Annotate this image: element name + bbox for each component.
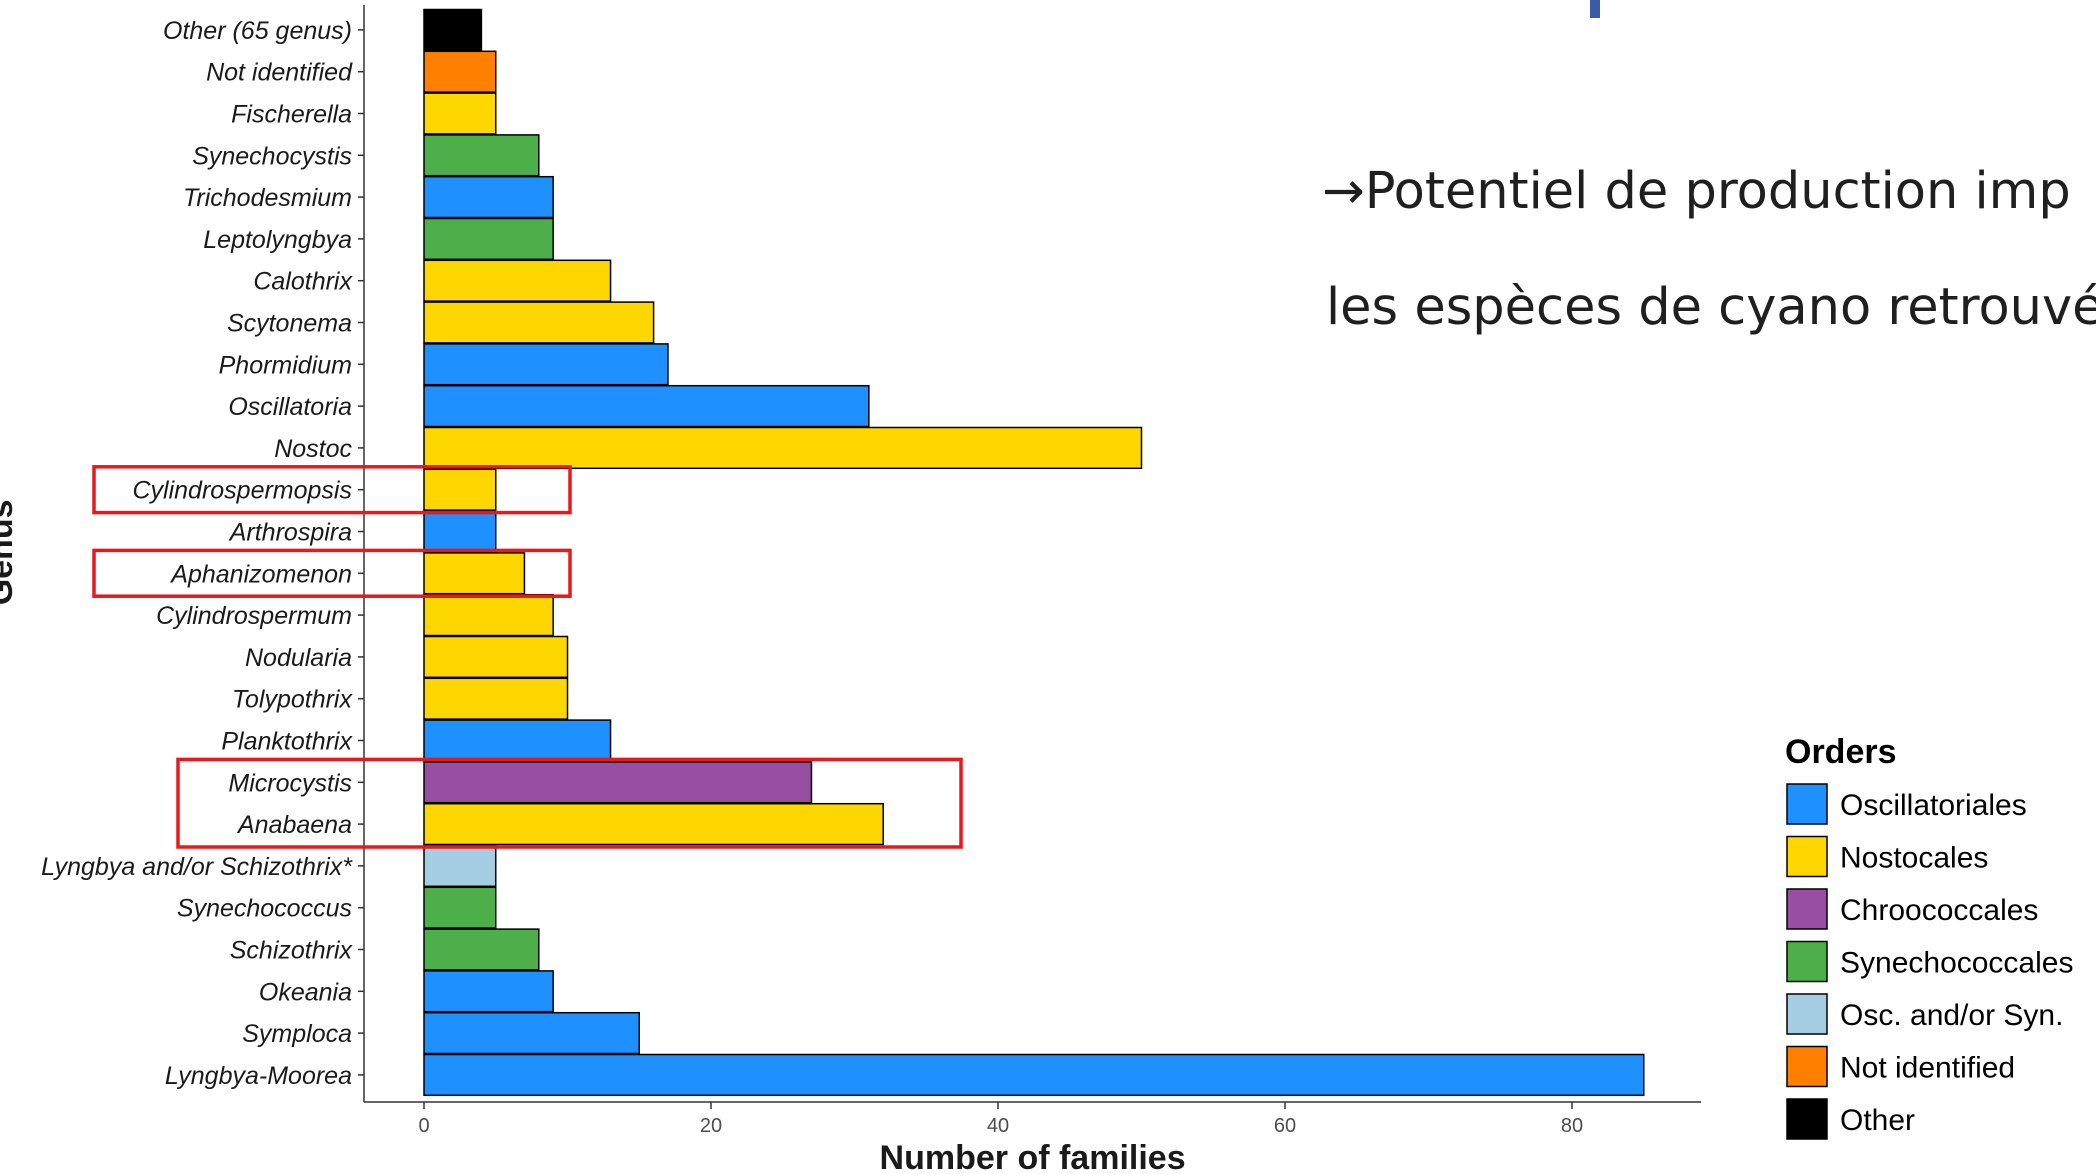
highlight-box: [176, 757, 963, 849]
y-tick-label: Aphanizomenon: [169, 560, 352, 588]
bar-other-65-genus-: [423, 8, 483, 52]
y-tick-label: Tolypothrix: [232, 686, 353, 714]
bar-calothrix: [423, 259, 612, 302]
x-tick-label: 60: [1274, 1115, 1296, 1137]
y-tick-label: Planktothrix: [221, 728, 353, 756]
bar-oscillatoria: [423, 384, 870, 428]
y-tick-label: Calothrix: [253, 268, 353, 296]
y-tick-label: Okeania: [259, 978, 352, 1006]
y-tick-label: Other (65 genus): [163, 17, 352, 45]
legend-label: Other: [1840, 1104, 1915, 1137]
bar-anabaena: [423, 802, 884, 846]
bar-scytonema: [423, 301, 655, 344]
y-tick-label: Microcystis: [228, 769, 352, 797]
y-tick-label: Nostoc: [274, 435, 352, 463]
bar-arthrospira: [423, 510, 497, 553]
y-tick-label: Arthrospira: [228, 519, 352, 547]
legend-label: Synechococcales: [1840, 947, 2073, 980]
bar-leptolyngbya: [423, 217, 554, 261]
bar-not-identified: [423, 50, 497, 93]
y-tick-label: Synechocystis: [192, 142, 352, 170]
x-tick-label: 20: [700, 1115, 722, 1137]
y-tick-label: Anabaena: [236, 811, 352, 839]
legend-label: Nostocales: [1840, 842, 1988, 875]
axes: [363, 5, 1702, 1103]
bar-planktothrix: [423, 719, 612, 762]
bar-synechococcus: [423, 886, 497, 929]
y-tick-label: Nodularia: [245, 644, 352, 672]
bar-tolypothrix: [423, 677, 569, 720]
y-tick-label: Fischerella: [231, 101, 352, 129]
bar-lyngbya-and-or-schizothrix-: [423, 844, 497, 888]
bar-symploca: [423, 1011, 640, 1055]
y-tick-label: Synechococcus: [177, 895, 352, 923]
y-tick-label: Cylindrospermum: [156, 602, 352, 630]
x-tick-label: 40: [987, 1115, 1009, 1137]
legend-label: Chroococcales: [1840, 894, 2038, 927]
bar-synechocystis: [423, 134, 540, 177]
y-tick-label: Leptolyngbya: [203, 226, 352, 254]
y-tick-label: Phormidium: [219, 351, 352, 379]
bar-aphanizomenon: [423, 552, 526, 595]
y-tick-label: Schizothrix: [230, 937, 354, 965]
x-tick-label: 0: [418, 1115, 429, 1137]
legend-swatch: [1786, 940, 1828, 983]
bar-phormidium: [423, 343, 669, 386]
highlight-box-outlines: [92, 465, 963, 849]
legend-swatch: [1786, 888, 1828, 930]
y-tick-label: Lyngbya-Moorea: [165, 1062, 352, 1090]
slide-text-line-2: les espèces de cyano retrouvé: [1326, 278, 2096, 337]
bar-cylindrospermum: [423, 593, 554, 637]
y-tick-label: Scytonema: [227, 310, 352, 338]
y-tick-label: Oscillatoria: [228, 393, 352, 421]
bar-schizothrix: [423, 928, 540, 971]
legend-title: Orders: [1785, 733, 1897, 771]
title-accent-bar: [1590, 0, 1600, 18]
bars: [423, 8, 1645, 1097]
slide-text-line-1: →Potentiel de production imp: [1322, 162, 2071, 221]
legend-swatch: [1786, 993, 1828, 1035]
bar-cylindrospermopsis: [423, 468, 497, 511]
legend-swatch: [1786, 835, 1828, 878]
legend: Orders Oscillatoriales Nostocales Chroococ…: [1785, 733, 2073, 1140]
x-axis-ticks: 0 20 40 60 80: [418, 1102, 1583, 1137]
y-tick-label: Lyngbya and/or Schizothrix*: [41, 853, 353, 881]
highlight-box: [92, 548, 572, 598]
y-tick-label: Symploca: [242, 1020, 352, 1048]
bar-nostoc: [423, 426, 1143, 470]
x-tick-label: 80: [1561, 1115, 1583, 1137]
y-axis-title: Genus: [0, 499, 20, 605]
legend-label: Osc. and/or Syn.: [1840, 999, 2063, 1032]
y-tick-label: Cylindrospermopsis: [132, 477, 352, 505]
bar-trichodesmium: [423, 175, 554, 219]
bar-okeania: [423, 970, 554, 1013]
bar-fischerella: [423, 92, 497, 135]
y-tick-label: Not identified: [206, 59, 353, 87]
bar-nodularia: [423, 635, 569, 679]
y-axis-ticks: Other (65 genus) Not identified Fischerell…: [41, 17, 364, 1090]
legend-swatch: [1786, 1098, 1828, 1140]
legend-label: Not identified: [1840, 1052, 2015, 1085]
bar-lyngbya-moorea: [423, 1053, 1645, 1097]
legend-label: Oscillatoriales: [1840, 789, 2027, 822]
highlight-box: [92, 465, 572, 515]
legend-swatch: [1786, 783, 1828, 825]
legend-swatch: [1786, 1045, 1828, 1088]
bar-microcystis: [423, 761, 813, 804]
x-axis-title: Number of families: [880, 1139, 1186, 1174]
y-tick-label: Trichodesmium: [183, 184, 352, 212]
